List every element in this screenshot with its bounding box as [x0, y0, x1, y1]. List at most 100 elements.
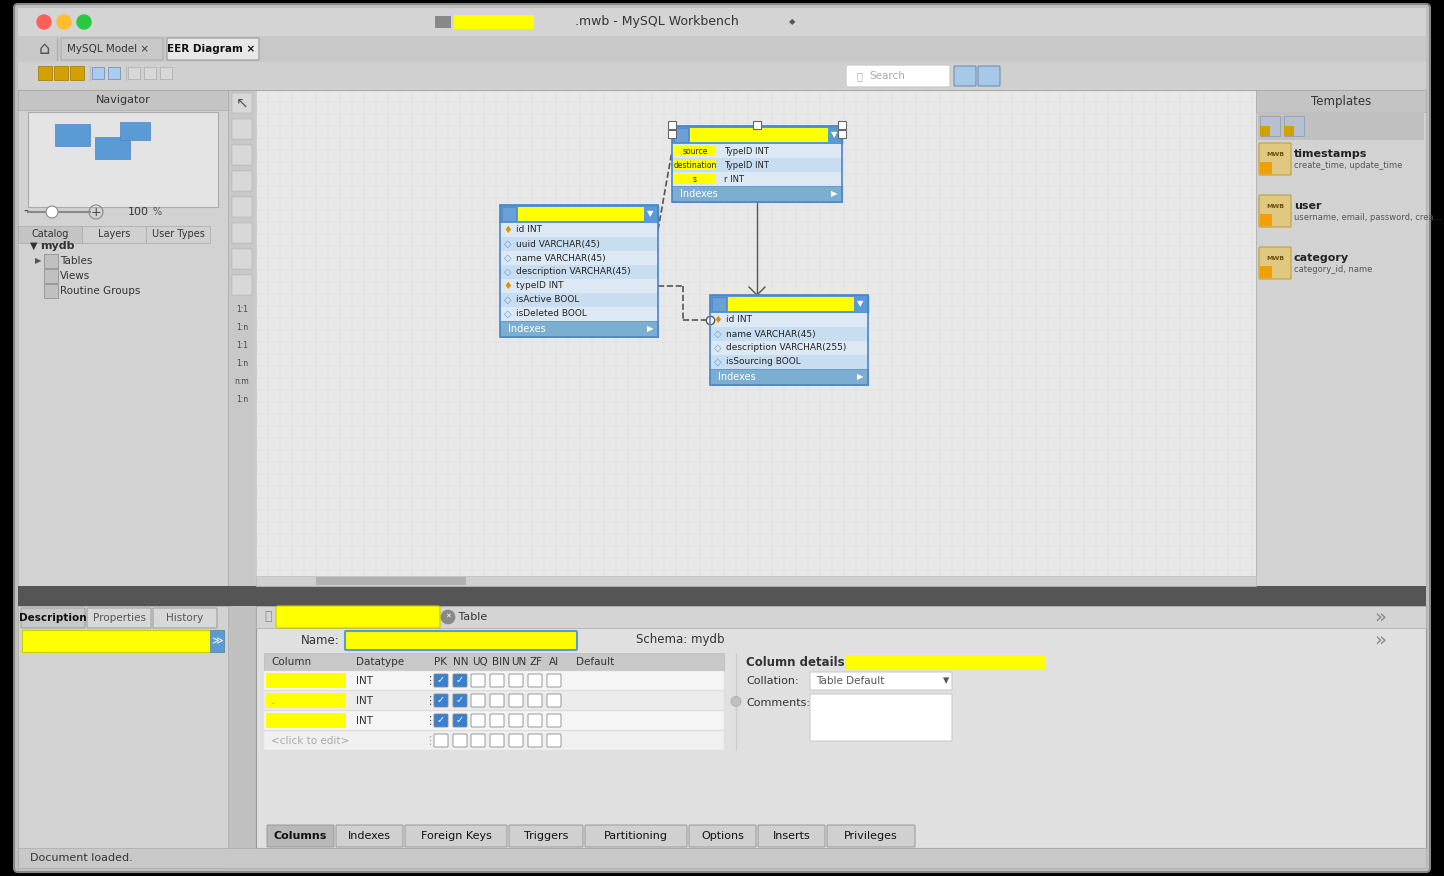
- Bar: [264, 731, 723, 750]
- FancyBboxPatch shape: [1259, 247, 1291, 279]
- Text: Name:: Name:: [300, 633, 339, 646]
- Bar: [674, 174, 716, 184]
- Text: Partitioning: Partitioning: [604, 831, 669, 841]
- Text: Catalog: Catalog: [32, 229, 69, 239]
- Text: 1:1: 1:1: [235, 342, 248, 350]
- Bar: [1261, 162, 1272, 174]
- Text: id INT: id INT: [516, 225, 542, 235]
- Text: ▼: ▼: [830, 131, 838, 139]
- Text: UQ: UQ: [472, 657, 488, 667]
- Text: user: user: [1294, 201, 1321, 211]
- Bar: [256, 576, 1256, 586]
- Text: Table Default: Table Default: [816, 676, 884, 686]
- Text: isSourcing BOOL: isSourcing BOOL: [726, 357, 801, 366]
- Bar: [1261, 214, 1272, 226]
- FancyBboxPatch shape: [14, 4, 1430, 872]
- Text: source: source: [683, 146, 708, 156]
- Text: Indexes: Indexes: [680, 189, 718, 199]
- Bar: [671, 144, 842, 158]
- Bar: [1256, 90, 1427, 112]
- Text: ◇: ◇: [715, 343, 722, 353]
- FancyBboxPatch shape: [810, 672, 952, 690]
- Bar: [500, 265, 658, 279]
- Text: EER Diagram ×: EER Diagram ×: [168, 44, 256, 54]
- Text: Layers: Layers: [98, 229, 130, 239]
- Text: ZF: ZF: [530, 657, 543, 667]
- Bar: [120, 122, 150, 140]
- Circle shape: [38, 15, 51, 29]
- Bar: [43, 254, 58, 268]
- FancyBboxPatch shape: [689, 825, 757, 847]
- Text: Column: Column: [271, 657, 310, 667]
- Bar: [55, 124, 90, 146]
- Text: ▼: ▼: [30, 241, 38, 251]
- Bar: [671, 172, 842, 186]
- Text: Foreign Keys: Foreign Keys: [420, 831, 491, 841]
- Text: 🔍: 🔍: [856, 71, 864, 81]
- Text: ↖: ↖: [235, 95, 248, 110]
- Bar: [316, 577, 466, 585]
- Text: INT: INT: [357, 676, 373, 686]
- Text: INT: INT: [357, 716, 373, 726]
- FancyBboxPatch shape: [547, 694, 562, 707]
- Bar: [435, 16, 451, 28]
- Text: AI: AI: [549, 657, 559, 667]
- Text: description VARCHAR(255): description VARCHAR(255): [726, 343, 846, 352]
- Bar: [500, 293, 658, 307]
- Text: Indexes: Indexes: [348, 831, 391, 841]
- Text: name VARCHAR(45): name VARCHAR(45): [726, 329, 816, 338]
- Bar: [69, 66, 84, 80]
- Bar: [17, 586, 1427, 606]
- Text: ⋮: ⋮: [425, 716, 436, 726]
- Text: 1:n: 1:n: [235, 395, 248, 405]
- Bar: [232, 119, 253, 139]
- FancyBboxPatch shape: [61, 38, 163, 60]
- Text: ◇: ◇: [504, 309, 511, 319]
- Text: Column details: Column details: [747, 655, 845, 668]
- Text: Default: Default: [576, 657, 614, 667]
- FancyBboxPatch shape: [758, 825, 825, 847]
- Bar: [82, 226, 146, 243]
- Text: MWB: MWB: [1266, 203, 1284, 208]
- Text: Properties: Properties: [92, 613, 146, 623]
- Text: ✓: ✓: [438, 715, 445, 725]
- FancyBboxPatch shape: [529, 714, 542, 727]
- Bar: [146, 226, 209, 243]
- Bar: [669, 121, 676, 129]
- Text: ▼: ▼: [856, 300, 864, 308]
- Text: ◇: ◇: [715, 329, 722, 339]
- FancyBboxPatch shape: [585, 825, 687, 847]
- Text: Views: Views: [61, 271, 90, 281]
- Bar: [264, 691, 723, 710]
- Bar: [671, 126, 842, 202]
- Bar: [1261, 266, 1272, 278]
- Bar: [846, 655, 1045, 669]
- Bar: [453, 15, 534, 29]
- Bar: [92, 67, 104, 79]
- FancyBboxPatch shape: [529, 734, 542, 747]
- FancyBboxPatch shape: [435, 674, 448, 687]
- Text: ▶: ▶: [856, 372, 864, 382]
- Text: mydb: mydb: [40, 241, 75, 251]
- Text: ..: ..: [270, 696, 276, 705]
- FancyBboxPatch shape: [827, 825, 915, 847]
- Text: UN: UN: [511, 657, 526, 667]
- Bar: [710, 369, 868, 385]
- Text: ◇: ◇: [504, 253, 511, 263]
- Bar: [17, 606, 228, 868]
- Text: MySQL Model ×: MySQL Model ×: [66, 44, 149, 54]
- Circle shape: [56, 15, 71, 29]
- Bar: [17, 90, 228, 586]
- Bar: [232, 93, 253, 113]
- Bar: [674, 146, 716, 156]
- FancyBboxPatch shape: [547, 734, 562, 747]
- Bar: [38, 66, 52, 80]
- FancyBboxPatch shape: [435, 714, 448, 727]
- Text: typeID INT: typeID INT: [516, 281, 563, 291]
- Text: Inserts: Inserts: [773, 831, 810, 841]
- Bar: [500, 321, 658, 337]
- Bar: [500, 237, 658, 251]
- Bar: [712, 297, 726, 311]
- Text: ◇: ◇: [504, 295, 511, 305]
- Text: - Table: - Table: [451, 612, 487, 622]
